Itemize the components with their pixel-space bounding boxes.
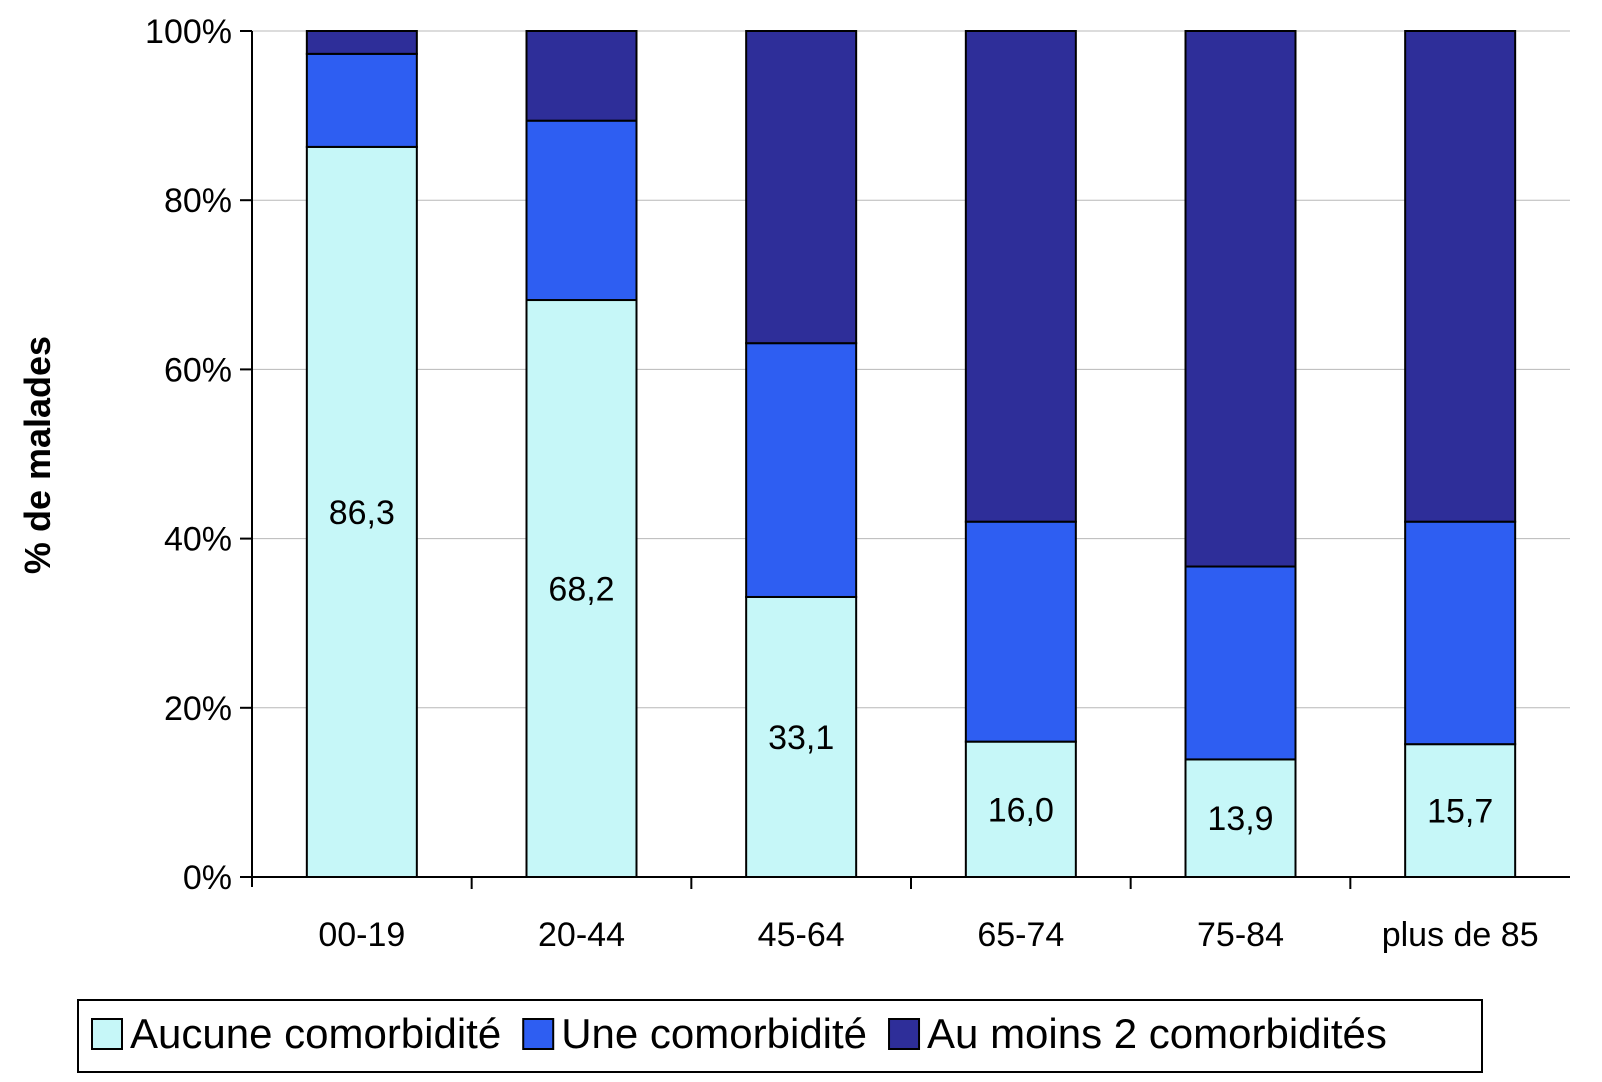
legend-frame: [77, 999, 1483, 1073]
y-tick-label: 60%: [164, 351, 232, 389]
bar-segment-3: [1404, 30, 1517, 523]
data-label: 68,2: [548, 571, 614, 609]
bar-segment-2: [745, 342, 858, 598]
bar-segment-3: [305, 30, 418, 55]
x-tick-label: 45-64: [758, 916, 845, 954]
bar-segment-3: [525, 30, 638, 122]
bar-segment-3: [964, 30, 1077, 523]
y-tick-label: 20%: [164, 690, 232, 728]
legend-swatch-1: [91, 1018, 123, 1050]
legend-label-2: Une comorbidité: [561, 1010, 867, 1057]
legend-swatch-2: [522, 1018, 555, 1050]
data-label: 16,0: [988, 791, 1054, 829]
legend-label-3: Au moins 2 comorbidités: [927, 1010, 1387, 1057]
x-tick-label: 20-44: [538, 916, 625, 954]
data-label: 15,7: [1427, 793, 1493, 831]
x-tick-label: plus de 85: [1382, 916, 1539, 954]
x-tick-label: 65-74: [977, 916, 1064, 954]
legend-swatch-3: [888, 1018, 921, 1050]
y-tick-label: 40%: [164, 521, 232, 559]
gridlines: [252, 30, 1570, 709]
x-tick-label: 00-19: [318, 916, 405, 954]
y-tick-label: 80%: [164, 182, 232, 220]
bar-segment-3: [1184, 30, 1297, 568]
axes: [240, 30, 1570, 889]
bar-segment-3: [745, 30, 858, 345]
data-label: 33,1: [768, 719, 834, 757]
bar-segment-2: [525, 119, 638, 302]
y-axis-label: % de malades: [17, 336, 58, 574]
data-label: 86,3: [329, 494, 395, 532]
y-tick-label: 0%: [183, 859, 232, 897]
legend: Aucune comorbidité Une comorbidité Au moin…: [77, 999, 1483, 1073]
labels: 0% 20% 40% 60% 80% 100% 86,3 00-19 68,2 20-44 33,1…: [145, 13, 1539, 954]
x-tick-label: 75-84: [1197, 916, 1284, 954]
bar-segment-2: [964, 520, 1077, 743]
bars: [305, 30, 1517, 879]
bar-segment-2: [1184, 565, 1297, 761]
y-tick-label: 100%: [145, 13, 232, 51]
data-label: 13,9: [1207, 800, 1273, 838]
bar-segment-2: [1404, 520, 1517, 746]
bar-segment-2: [305, 52, 418, 148]
legend-label-1: Aucune comorbidité: [130, 1010, 501, 1057]
bar-segment-1: [305, 145, 418, 879]
